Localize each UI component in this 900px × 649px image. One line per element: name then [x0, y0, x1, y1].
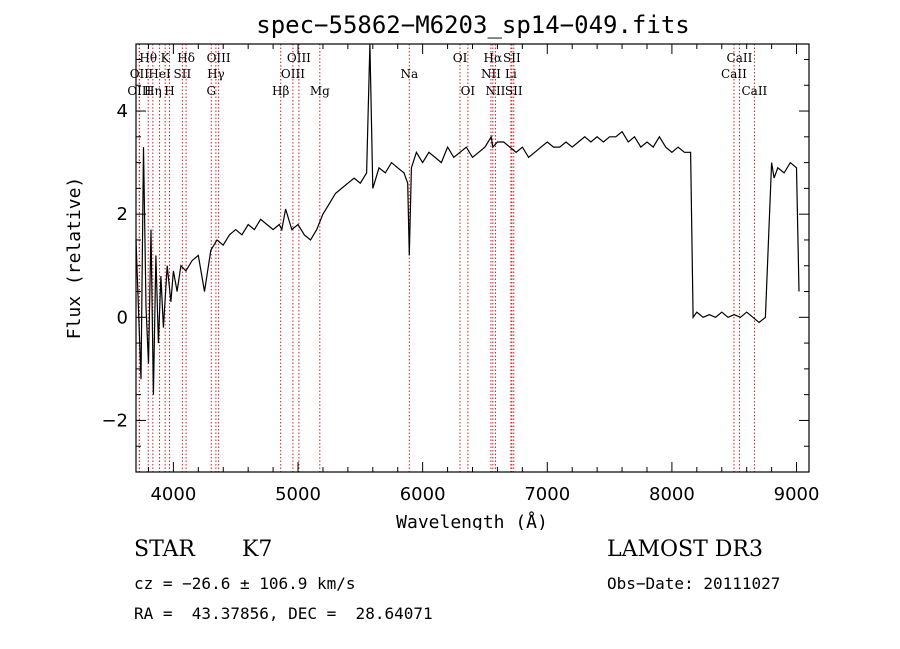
- line-label: Hβ: [272, 84, 289, 98]
- x-tick-label: 4000: [150, 484, 196, 505]
- line-label: Hη: [144, 84, 162, 98]
- spectrum-chart: spec−55862−M6203_sp14−049.fits Hθ OII OIII…: [64, 11, 820, 530]
- y-tick-label: 4: [117, 101, 128, 122]
- line-label: OIII: [207, 51, 231, 65]
- line-label: K: [161, 51, 171, 65]
- line-label: NII: [481, 67, 501, 81]
- line-label: Hδ: [177, 51, 195, 65]
- line-label: Li: [505, 67, 517, 81]
- x-tick-label: 7000: [524, 484, 570, 505]
- line-label: OIII: [287, 51, 311, 65]
- line-label: SII: [505, 84, 523, 98]
- line-label: Mg: [310, 84, 330, 98]
- chart-title: spec−55862−M6203_sp14−049.fits: [256, 11, 689, 39]
- x-tick-label: 8000: [649, 484, 695, 505]
- observation-date: Obs−Date: 20111027: [607, 574, 781, 593]
- object-subclass: K7: [242, 537, 273, 562]
- line-label: Hγ: [207, 67, 225, 81]
- line-label: Na: [400, 67, 418, 81]
- y-axis-label: Flux (relative): [64, 177, 85, 340]
- line-label: SII: [503, 51, 521, 65]
- y-tick-label: 2: [117, 204, 128, 225]
- line-label: OIII: [281, 67, 305, 81]
- plot-frame: [135, 43, 810, 473]
- x-tick-label: 6000: [400, 484, 446, 505]
- line-label: CaII: [741, 84, 767, 98]
- line-label: G: [206, 84, 216, 98]
- x-tick-label: 5000: [275, 484, 321, 505]
- redshift-velocity: cz = −26.6 ± 106.9 km/s: [134, 574, 356, 593]
- emission-line-markers: [138, 44, 755, 472]
- line-label: CaII: [727, 51, 753, 65]
- y-tick-label: −2: [101, 410, 128, 431]
- line-label: OI: [453, 51, 468, 65]
- x-axis: 4000 5000 6000 7000 8000 9000: [147, 44, 820, 505]
- line-label: H: [164, 84, 174, 98]
- line-label: Hθ: [139, 51, 157, 65]
- y-tick-label: 0: [117, 307, 128, 328]
- object-class: STAR: [134, 537, 195, 562]
- line-label: Hα: [484, 51, 503, 65]
- line-label: NII: [485, 84, 505, 98]
- line-label: OII: [130, 67, 150, 81]
- line-label: CaII: [721, 67, 747, 81]
- spectrum-line: [135, 43, 800, 395]
- coordinates: RA = 43.37856, DEC = 28.64071: [134, 604, 433, 623]
- y-axis: −2 0 2 4: [101, 58, 809, 473]
- line-label: OI: [461, 84, 476, 98]
- survey-name: LAMOST DR3: [607, 537, 763, 562]
- line-label: OIII: [127, 84, 151, 98]
- x-tick-label: 9000: [774, 484, 820, 505]
- line-label: SII: [174, 67, 192, 81]
- line-label: HeI: [148, 67, 171, 81]
- x-axis-label: Wavelength (Å): [396, 511, 548, 530]
